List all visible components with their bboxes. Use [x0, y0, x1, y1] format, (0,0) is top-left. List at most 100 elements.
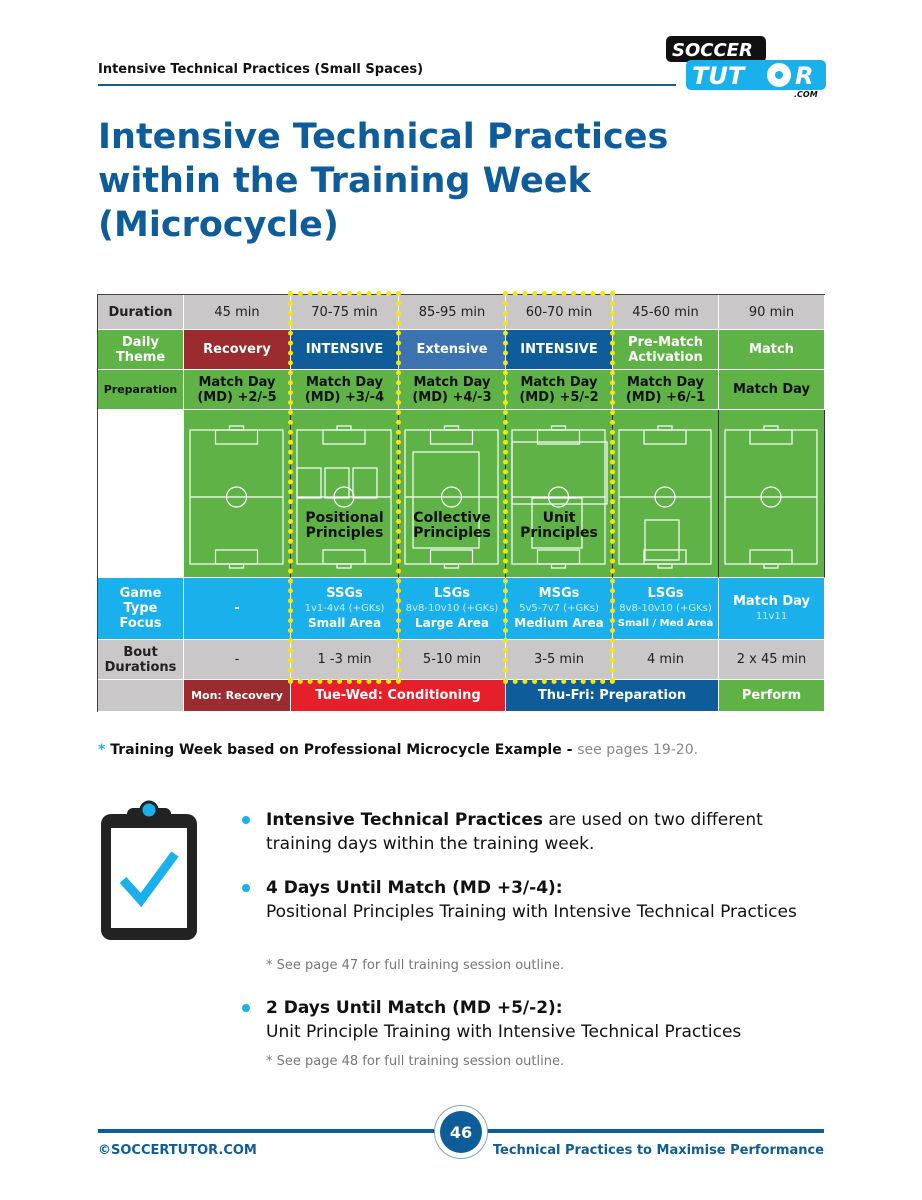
training-week-note: * Training Week based on Professional Mi…	[98, 742, 698, 758]
page-number: 46	[440, 1111, 482, 1153]
bullet-icon	[242, 884, 250, 892]
highlight-dotted-line	[288, 291, 293, 683]
row-label-bout: Bout Durations	[98, 640, 184, 680]
duration-value: 90 min	[748, 304, 795, 320]
note-ref: see pages 19-20.	[577, 742, 699, 758]
prep-value: Match Day (MD) +5/-2	[519, 374, 599, 405]
phase-label: Tue-Wed: Conditioning	[315, 688, 481, 703]
highlight-dotted-line	[396, 291, 401, 683]
game-type-cell: LSGs 8v8-10v10 (+GKs) Large Area	[399, 578, 506, 640]
row-label-phase-empty	[98, 680, 184, 712]
bout-cell: 1 -3 min	[291, 640, 399, 680]
bullet-text: Positional Principles Training with Inte…	[266, 902, 797, 922]
pitch-label: Collective Principles	[413, 509, 491, 541]
label: Duration	[108, 304, 173, 320]
highlight-dotted-line	[503, 291, 615, 296]
svg-text:.COM: .COM	[794, 90, 818, 98]
microcycle-table: Duration Daily Theme Preparation Game Type …	[97, 291, 825, 712]
game-sub: 1v1-4v4 (+GKs)	[304, 603, 385, 614]
phase-label: Mon: Recovery	[191, 689, 283, 702]
game-type-cell: -	[184, 578, 291, 640]
phase-cell: Mon: Recovery	[184, 680, 291, 712]
bout-value: -	[234, 652, 240, 667]
duration-cell: 85-95 min	[399, 295, 506, 330]
footer-book-title: Technical Practices to Maximise Performa…	[492, 1143, 824, 1158]
duration-cell: 45-60 min	[613, 295, 719, 330]
highlight-dotted-line	[503, 679, 615, 684]
note-text: Training Week based on Professional Micr…	[110, 742, 573, 758]
bullet-item: 2 Days Until Match (MD +5/-2): Unit Princ…	[242, 996, 822, 1044]
bout-cell: 4 min	[613, 640, 719, 680]
svg-text:SOCCER: SOCCER	[672, 40, 753, 61]
theme-value: Extensive	[416, 342, 488, 357]
theme-value: Match	[749, 342, 794, 357]
theme-cell: INTENSIVE	[506, 330, 613, 370]
bout-value: 1 -3 min	[317, 652, 372, 667]
pitch-diagram	[189, 425, 284, 569]
bout-cell: 5-10 min	[399, 640, 506, 680]
bullet-text: Unit Principle Training with Intensive T…	[266, 1022, 742, 1042]
game-title: -	[234, 601, 240, 616]
footer-copyright: ©SOCCERTUTOR.COM	[98, 1143, 257, 1158]
prep-cell: Match Day (MD) +4/-3	[399, 370, 506, 410]
pitch-label: Positional Principles	[305, 509, 384, 541]
duration-value: 45 min	[214, 304, 260, 320]
highlight-dotted-line	[288, 679, 401, 684]
game-type-cell: LSGs 8v8-10v10 (+GKs) Small / Med Area	[613, 578, 719, 640]
prep-cell: Match Day (MD) +2/-5	[184, 370, 291, 410]
bout-cell: -	[184, 640, 291, 680]
prep-value: Match Day	[732, 382, 811, 397]
pitch-diagram	[296, 425, 392, 569]
label: Preparation	[103, 383, 178, 396]
clipboard-check-icon	[101, 800, 197, 940]
row-label-duration: Duration	[98, 295, 184, 330]
pitch-cell	[613, 410, 719, 578]
running-header: Intensive Technical Practices (Small Spa…	[98, 62, 424, 77]
theme-cell: Recovery	[184, 330, 291, 370]
theme-value: INTENSIVE	[520, 342, 598, 357]
duration-value: 85-95 min	[418, 304, 486, 320]
game-sub: 11v11	[755, 610, 788, 622]
highlight-dotted-line	[288, 291, 401, 296]
bullet-subnote: * See page 47 for full training session …	[266, 958, 565, 973]
theme-cell: Extensive	[399, 330, 506, 370]
bout-cell: 2 x 45 min	[719, 640, 825, 680]
game-area: Medium Area	[514, 616, 604, 630]
pitch-diagram	[511, 425, 608, 569]
page-title: Intensive Technical Practices within the…	[98, 117, 669, 245]
game-type-cell: Match Day 11v11	[719, 578, 825, 640]
bullet-text: are used on two different training days …	[266, 810, 763, 854]
phase-cell: Thu-Fri: Preparation	[506, 680, 719, 712]
duration-value: 45-60 min	[632, 304, 699, 320]
highlight-dotted-line	[610, 291, 615, 683]
bullet-bold: Intensive Technical Practices	[266, 810, 544, 830]
theme-cell: Match	[719, 330, 825, 370]
duration-cell: 60-70 min	[506, 295, 613, 330]
prep-cell: Match Day (MD) +3/-4	[291, 370, 399, 410]
game-sub: 5v5-7v7 (+GKs)	[519, 603, 599, 614]
prep-value: Match Day (MD) +6/-1	[625, 374, 706, 405]
row-label-theme: Daily Theme	[98, 330, 184, 370]
row-label-empty	[98, 410, 184, 578]
game-area: Small Area	[307, 616, 382, 630]
prep-cell: Match Day (MD) +6/-1	[613, 370, 719, 410]
duration-cell: 45 min	[184, 295, 291, 330]
game-area: Large Area	[414, 616, 489, 630]
pitch-cell: Collective Principles	[399, 410, 506, 578]
duration-value: 60-70 min	[525, 304, 593, 320]
phase-label: Perform	[741, 688, 802, 703]
bout-value: 4 min	[647, 652, 684, 667]
bullet-icon	[242, 816, 250, 824]
prep-value: Match Day (MD) +3/-4	[304, 374, 385, 405]
row-label-game: Game Type Focus	[98, 578, 184, 640]
bullet-item: Intensive Technical Practices are used o…	[242, 808, 822, 856]
pitch-diagram	[724, 425, 818, 569]
pitch-cell: Positional Principles	[291, 410, 399, 578]
pitch-diagram	[618, 425, 712, 569]
game-title: MSGs	[538, 586, 580, 601]
prep-cell: Match Day (MD) +5/-2	[506, 370, 613, 410]
phase-label: Thu-Fri: Preparation	[537, 688, 687, 703]
highlight-dotted-line	[503, 291, 508, 683]
game-type-cell: SSGs 1v1-4v4 (+GKs) Small Area	[291, 578, 399, 640]
game-sub: 8v8-10v10 (+GKs)	[405, 603, 499, 614]
